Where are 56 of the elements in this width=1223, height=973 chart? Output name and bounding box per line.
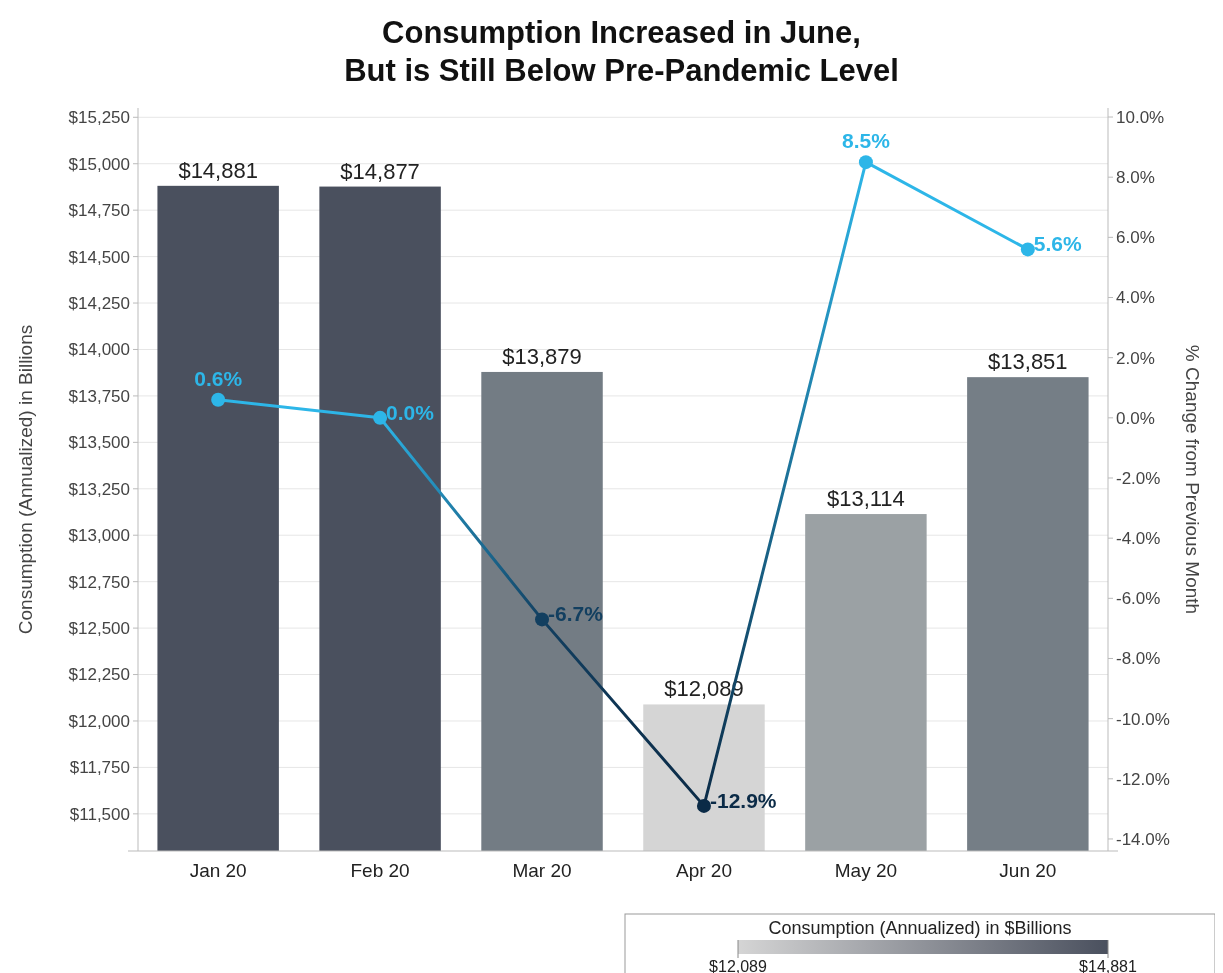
data-label: -6.7%	[548, 602, 604, 626]
y2-tick-label: 10.0%	[1116, 107, 1165, 127]
y2-tick-label: -6.0%	[1116, 589, 1161, 609]
point	[373, 410, 388, 425]
y-tick-label: $13,750	[68, 386, 130, 406]
point	[696, 798, 711, 813]
y2-tick-label: -4.0%	[1116, 529, 1161, 549]
y-tick-label: $14,250	[68, 293, 130, 313]
x-tick-label: May 20	[834, 860, 898, 881]
data-label: 0.6%	[194, 366, 243, 390]
y-tick-label: $12,750	[68, 572, 130, 592]
y2-tick-label: 2.0%	[1116, 348, 1155, 368]
y-tick-label: $11,500	[69, 804, 130, 824]
y-tick-label: $13,250	[68, 479, 130, 499]
y2-tick-label: 4.0%	[1116, 288, 1155, 308]
x-tick-label: Apr 20	[675, 860, 732, 881]
x-tick-label: Feb 20	[350, 860, 410, 881]
color-bar-title: Consumption (Annualized) in $Billions	[768, 918, 1072, 938]
data-label: 0.0%	[386, 400, 435, 424]
y-tick-label: $11,750	[69, 758, 130, 778]
y2-tick-label: 6.0%	[1116, 228, 1155, 248]
chart-title: Consumption Increased in June, But is Still Below Pre-Pandemic Level	[344, 15, 899, 88]
data-label: $13,114	[826, 486, 905, 512]
point	[858, 155, 873, 170]
x-tick-label: Jun 20	[999, 860, 1057, 881]
y-tick-label: $12,000	[68, 711, 130, 731]
x-tick-label: Jan 20	[189, 860, 247, 881]
y-tick-label: $14,500	[68, 247, 130, 267]
y-tick-label: $12,500	[68, 619, 130, 639]
data-label: $14,877	[340, 158, 420, 184]
y-tick-label: $14,750	[68, 201, 130, 221]
data-label: $13,879	[502, 343, 582, 369]
data-label: $13,851	[988, 349, 1068, 375]
y2-tick-label: -2.0%	[1116, 468, 1161, 488]
y-tick-label: $13,500	[68, 433, 130, 453]
point	[535, 612, 550, 627]
point	[211, 392, 226, 407]
y-tick-label: $14,000	[68, 340, 130, 360]
y2-tick-label: 8.0%	[1116, 168, 1155, 188]
point	[1020, 242, 1035, 257]
data-label: 8.5%	[841, 129, 891, 153]
y2-tick-label: 0.0%	[1116, 408, 1155, 428]
y-tick-label: $15,250	[68, 108, 130, 128]
y2-tick-label: -8.0%	[1116, 649, 1161, 669]
data-label: -12.9%	[709, 788, 777, 812]
data-label: 5.6%	[1033, 232, 1083, 256]
y2-axis-title: % Change from Previous Month	[1182, 344, 1203, 615]
x-tick-label: Mar 20	[512, 860, 572, 881]
y-axis-title: Consumption (Annualized) in Billions	[15, 324, 36, 635]
y2-tick-label: -10.0%	[1116, 709, 1170, 729]
y2-tick-label: -12.0%	[1116, 769, 1170, 789]
y-tick-label: $13,000	[68, 526, 130, 546]
y-tick-label: $12,250	[68, 665, 130, 685]
y-tick-label: $15,000	[68, 154, 130, 174]
data-label: $14,881	[178, 157, 258, 183]
y2-tick-label: -14.0%	[1116, 829, 1170, 849]
